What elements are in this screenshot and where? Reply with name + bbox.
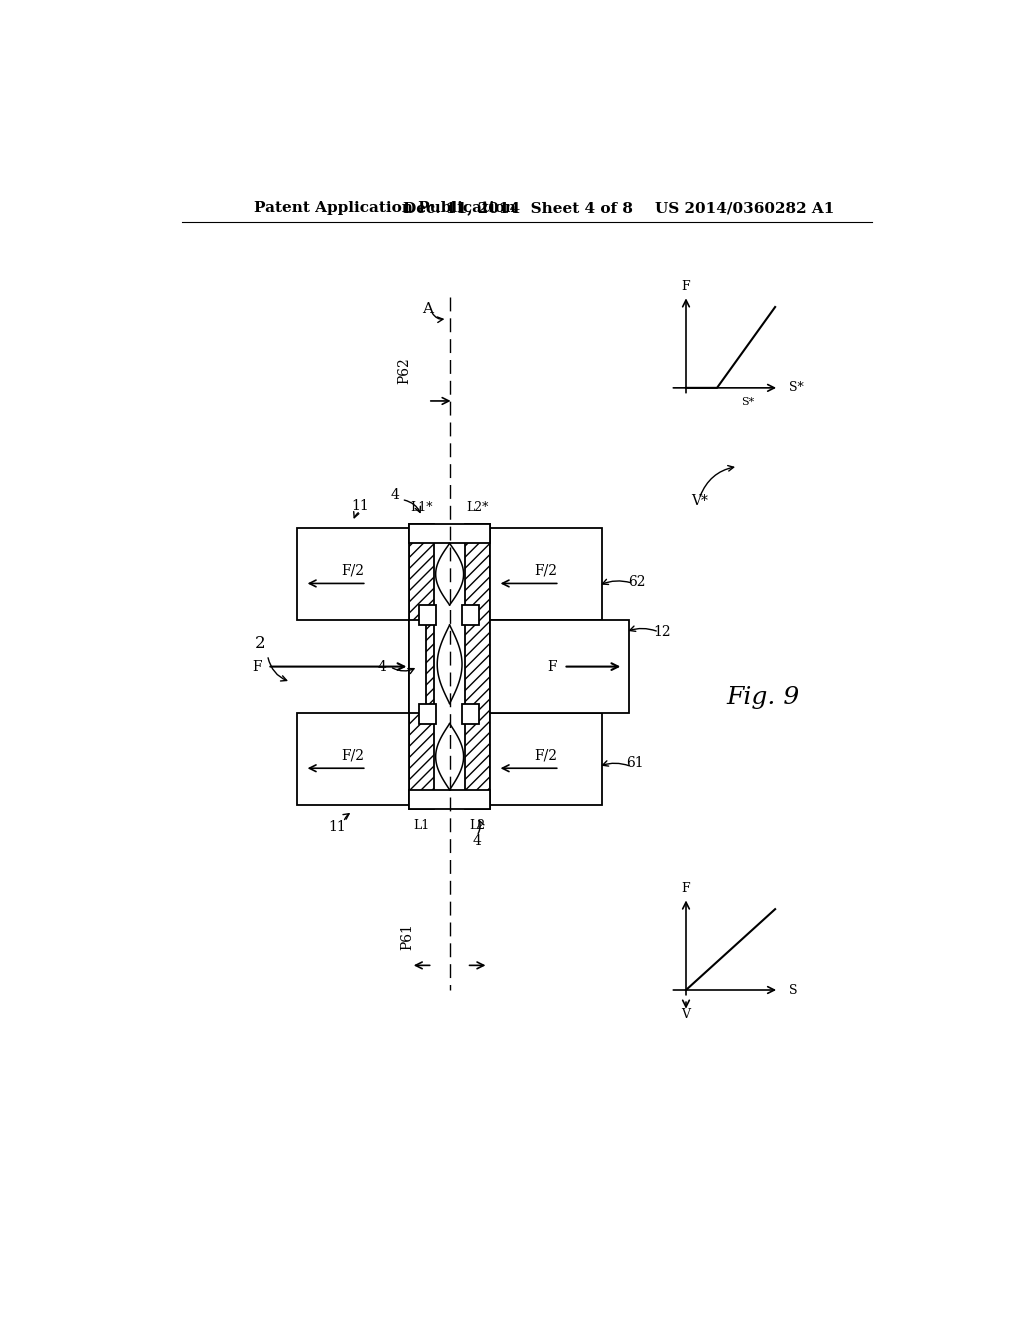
Text: V*: V*: [691, 494, 709, 508]
Text: S*: S*: [788, 381, 804, 395]
Text: 4: 4: [472, 834, 481, 849]
Text: 4: 4: [378, 660, 387, 673]
Text: F: F: [682, 280, 690, 293]
Text: S*: S*: [741, 397, 755, 407]
Text: F: F: [547, 660, 557, 673]
Text: 4: 4: [391, 488, 399, 502]
Text: Patent Application Publication: Patent Application Publication: [254, 202, 515, 215]
Bar: [489, 620, 630, 713]
Text: F/2: F/2: [341, 748, 365, 762]
Text: F/2: F/2: [341, 564, 365, 577]
Text: Dec. 11, 2014  Sheet 4 of 8: Dec. 11, 2014 Sheet 4 of 8: [403, 202, 633, 215]
Text: P62: P62: [397, 356, 412, 384]
Text: A: A: [423, 302, 433, 317]
Text: L2: L2: [469, 820, 485, 833]
Bar: [465, 524, 489, 809]
Text: V: V: [682, 1008, 690, 1022]
Text: P61: P61: [400, 923, 414, 949]
Text: S: S: [788, 983, 798, 997]
Text: 2: 2: [254, 635, 265, 652]
Bar: [462, 605, 479, 626]
Bar: [489, 713, 602, 805]
Text: L2*: L2*: [466, 500, 488, 513]
Text: US 2014/0360282 A1: US 2014/0360282 A1: [655, 202, 835, 215]
Text: 62: 62: [629, 576, 646, 589]
Text: L1*: L1*: [411, 500, 433, 513]
Text: 11: 11: [351, 499, 370, 513]
Bar: [410, 524, 434, 809]
Text: L1: L1: [414, 820, 430, 833]
Bar: [489, 528, 602, 620]
Bar: [297, 713, 410, 805]
Text: 12: 12: [653, 624, 671, 639]
Bar: [410, 524, 489, 544]
Bar: [419, 704, 435, 723]
Bar: [410, 789, 489, 809]
Text: Fig. 9: Fig. 9: [727, 686, 800, 709]
Text: 11: 11: [329, 820, 346, 834]
Bar: [410, 620, 426, 713]
Text: F/2: F/2: [535, 564, 557, 577]
Text: F: F: [682, 882, 690, 895]
Text: F/2: F/2: [535, 748, 557, 762]
Text: F: F: [252, 660, 261, 673]
Bar: [297, 528, 410, 620]
Text: 61: 61: [626, 756, 644, 770]
Bar: [462, 704, 479, 723]
Bar: [419, 605, 435, 626]
